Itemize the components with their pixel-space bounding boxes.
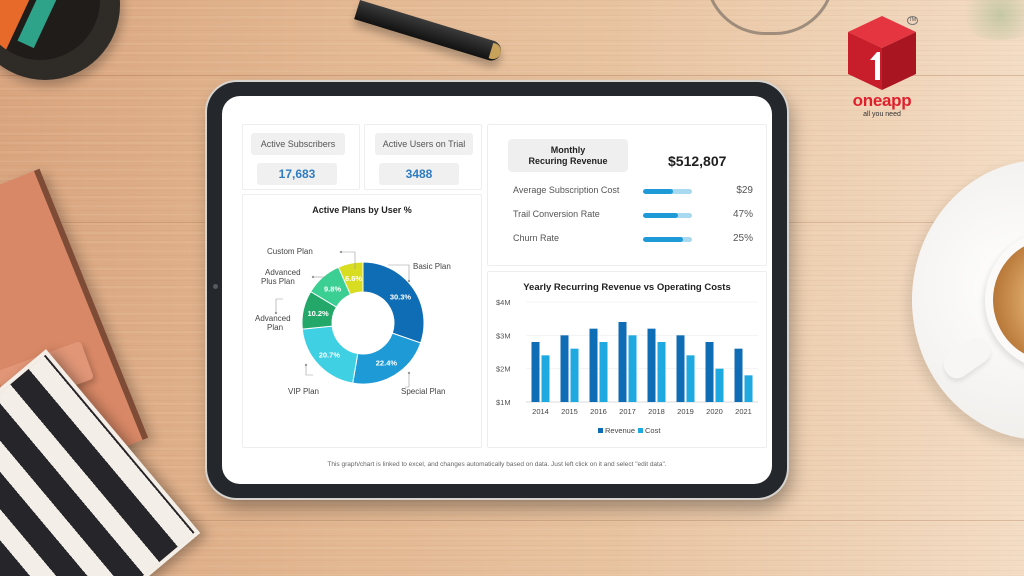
x-tick-label: 2017 <box>619 407 636 416</box>
kpi-label: Active Users on Trial <box>375 133 473 155</box>
footnote-text: This graph/chart is linked to excel, and… <box>327 461 667 468</box>
bar-revenue <box>531 342 540 402</box>
slice-label: 30.3% <box>390 292 412 301</box>
y-tick-label: $2M <box>496 365 511 374</box>
kpi-card-active-subscribers: Active Subscribers 17,683 <box>242 124 360 190</box>
brand-name: oneapp <box>852 91 912 110</box>
kpi-label: Active Subscribers <box>251 133 345 155</box>
y-tick-label: $4M <box>496 298 511 307</box>
legend-vip-plan: VIP Plan <box>288 387 319 396</box>
svg-text:Plus Plan: Plus Plan <box>261 277 295 286</box>
slice-label: 20.7% <box>319 350 341 359</box>
donut-chart: 30.3% 22.4% 20.7% 10.2% 9.8% 6.6% <box>255 247 451 396</box>
glasses-decor <box>705 0 835 35</box>
monthly-revenue-panel: Monthly Recuring Revenue $512,807 Averag… <box>487 124 767 266</box>
brand-logo: TM oneapp all you need <box>836 14 928 126</box>
metric-label: Average Subscription Cost <box>513 185 620 195</box>
donut-slice <box>337 261 364 296</box>
mrr-label-line1: Monthly <box>550 145 586 155</box>
mrr-label: Monthly Recuring Revenue <box>508 139 628 172</box>
wood-grain-line <box>0 520 1024 521</box>
pen-decor <box>354 0 504 63</box>
metric-progress-bar <box>643 189 692 194</box>
kpi-value: 3488 <box>379 163 459 185</box>
plant-decor <box>955 0 1024 40</box>
cube-logo-icon: TM <box>846 14 918 92</box>
kpi-value: 17,683 <box>257 163 337 185</box>
legend-revenue: Revenue <box>605 426 635 435</box>
x-tick-label: 2015 <box>561 407 578 416</box>
yearly-revenue-chart-panel: Yearly Recurring Revenue vs Operating Co… <box>487 271 767 448</box>
x-tick-label: 2016 <box>590 407 607 416</box>
bar-cost <box>541 355 550 402</box>
active-plans-chart-panel: Active Plans by User % 30.3% 22.4% 20.7% 10… <box>242 194 482 448</box>
x-tick-label: 2014 <box>532 407 549 416</box>
bar-revenue <box>618 322 627 402</box>
slice-label: 6.6% <box>345 274 362 283</box>
legend-advanced-plus-plan: Advanced <box>265 268 301 277</box>
x-tick-label: 2019 <box>677 407 694 416</box>
metric-row-avg-subscription-cost: Average Subscription Cost $29 <box>513 185 753 199</box>
bar-chart: $1M $2M $3M $4M 2014 2015 2016 2017 2018 2019 202… <box>496 298 758 435</box>
bar-revenue <box>676 335 685 402</box>
bar-cost <box>628 335 637 402</box>
chart-legend: Revenue Cost <box>598 426 661 435</box>
legend-basic-plan: Basic Plan <box>413 262 451 271</box>
bar-revenue <box>589 328 598 402</box>
chart-title: Yearly Recurring Revenue vs Operating Co… <box>523 282 731 293</box>
y-tick-label: $3M <box>496 331 511 340</box>
dashboard-screen: Active Subscribers 17,683 Active Users o… <box>222 96 772 484</box>
slice-label: 9.8% <box>324 284 341 293</box>
metric-progress-bar <box>643 237 692 242</box>
x-tick-label: 2021 <box>735 407 752 416</box>
x-tick-label: 2020 <box>706 407 723 416</box>
brand-tagline: all you need <box>863 111 901 118</box>
slice-label: 10.2% <box>307 309 329 318</box>
bar-cost <box>570 348 579 402</box>
kpi-card-users-on-trial: Active Users on Trial 3488 <box>364 124 482 190</box>
bar-revenue <box>734 348 743 402</box>
y-tick-label: $1M <box>496 398 511 407</box>
bar-revenue <box>705 342 714 402</box>
mrr-label-line2: Recuring Revenue <box>528 156 608 166</box>
metric-row-trail-conversion-rate: Trail Conversion Rate 47% <box>513 209 753 223</box>
bar-revenue <box>647 328 656 402</box>
legend-cost: Cost <box>645 426 661 435</box>
x-tick-label: 2018 <box>648 407 665 416</box>
mrr-value: $512,807 <box>668 153 727 169</box>
legend-advanced-plan: Advanced <box>255 314 291 323</box>
legend-special-plan: Special Plan <box>401 387 445 396</box>
bar-cost <box>715 368 724 402</box>
metric-row-churn-rate: Churn Rate 25% <box>513 233 753 247</box>
tablet-device: Active Subscribers 17,683 Active Users o… <box>207 82 787 498</box>
metric-value: 25% <box>732 233 753 244</box>
metric-value: $29 <box>736 185 753 196</box>
legend-custom-plan: Custom Plan <box>267 247 313 256</box>
bar-cost <box>686 355 695 402</box>
metric-progress-bar <box>643 213 692 218</box>
wood-grain-line <box>0 75 1024 76</box>
metric-label: Trail Conversion Rate <box>513 209 600 219</box>
camera-icon <box>213 284 218 289</box>
metric-value: 47% <box>732 209 753 220</box>
bar-revenue <box>560 335 569 402</box>
trademark-mark: TM <box>906 16 918 25</box>
bar-cost <box>744 375 753 402</box>
svg-text:Plan: Plan <box>267 323 283 332</box>
pen-holder-decor <box>0 0 120 80</box>
donut-slice <box>362 261 425 344</box>
metric-label: Churn Rate <box>513 233 560 243</box>
bar-cost <box>599 342 608 402</box>
bar-cost <box>657 342 666 402</box>
slice-label: 22.4% <box>376 359 398 368</box>
chart-title: Active Plans by User % <box>312 205 412 215</box>
